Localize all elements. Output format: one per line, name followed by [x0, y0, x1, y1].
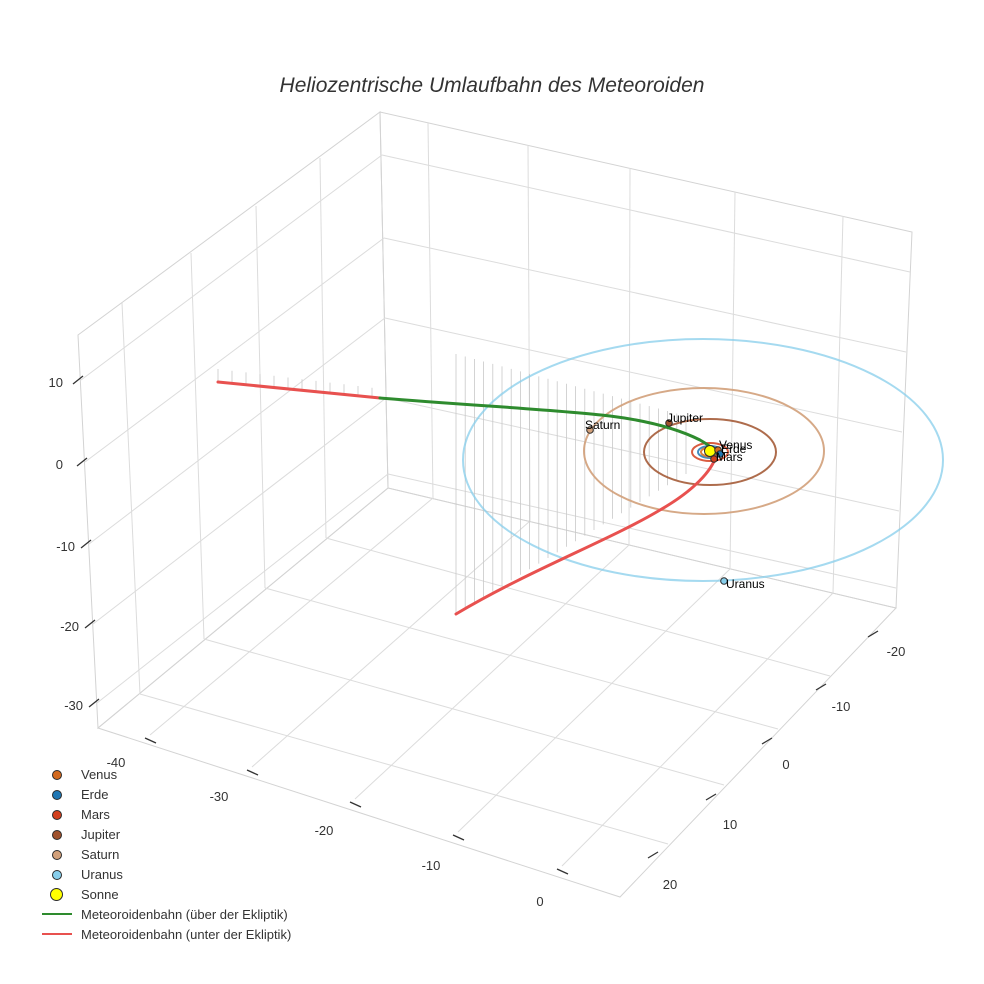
planet-label-erde: Erde — [721, 442, 747, 456]
sun-marker — [704, 445, 716, 457]
legend-item-sonne[interactable]: Sonne — [42, 884, 291, 904]
legend-item-trajectory-above[interactable]: Meteoroidenbahn (über der Ekliptik) — [42, 904, 291, 924]
x-tick-label: -30 — [210, 789, 229, 804]
legend-marker-jupiter — [52, 830, 62, 840]
y-tick-label: 0 — [782, 757, 789, 772]
orbit-uranus — [462, 338, 944, 582]
grid-lines — [80, 122, 911, 867]
planet-labels: Jupiter Saturn Venus Erde Mars Uranus — [585, 411, 765, 591]
legend-label-trajectory-above: Meteoroidenbahn (über der Ekliptik) — [81, 906, 288, 922]
legend-marker-mars — [52, 810, 62, 820]
legend-marker-erde — [52, 790, 62, 800]
planet-label-uranus: Uranus — [726, 577, 765, 591]
chart-title: Heliozentrische Umlaufbahn des Meteoroid… — [279, 74, 705, 97]
y-tick-label: 10 — [723, 817, 737, 832]
tick-marks — [72, 375, 879, 875]
legend-label-erde: Erde — [81, 786, 109, 802]
planet-marker-uranus — [720, 577, 728, 585]
legend-item-saturn[interactable]: Saturn — [42, 844, 291, 864]
drop-lines — [217, 354, 687, 614]
legend-label-sonne: Sonne — [81, 886, 119, 902]
legend: Venus Erde Mars Jupiter Saturn Uranus So… — [42, 764, 291, 944]
planet-label-jupiter: Jupiter — [667, 411, 703, 425]
legend-item-uranus[interactable]: Uranus — [42, 864, 291, 884]
x-tick-label: -10 — [422, 858, 441, 873]
z-tick-labels: 10 0 -10 -20 -30 — [49, 375, 83, 713]
planet-marker-erde — [716, 450, 724, 458]
y-tick-label: -10 — [832, 699, 851, 714]
legend-item-erde[interactable]: Erde — [42, 784, 291, 804]
legend-label-trajectory-below: Meteoroidenbahn (unter der Ekliptik) — [81, 926, 292, 942]
legend-item-venus[interactable]: Venus — [42, 764, 291, 784]
legend-line-below — [42, 933, 72, 935]
z-tick-label: 0 — [56, 457, 63, 472]
y-tick-labels: 20 10 0 -10 -20 — [663, 644, 906, 892]
meteoroid-trajectory — [216, 380, 718, 616]
z-tick-label: 10 — [49, 375, 63, 390]
legend-item-jupiter[interactable]: Jupiter — [42, 824, 291, 844]
planet-label-saturn: Saturn — [585, 418, 620, 432]
orbit-mars — [691, 442, 729, 462]
legend-marker-sonne — [50, 888, 63, 901]
x-tick-label: 0 — [536, 894, 543, 909]
legend-marker-uranus — [52, 870, 62, 880]
z-tick-label: -30 — [64, 698, 83, 713]
legend-label-jupiter: Jupiter — [81, 826, 121, 842]
x-tick-label: -20 — [315, 823, 334, 838]
bodies — [586, 419, 728, 585]
legend-item-mars[interactable]: Mars — [42, 804, 291, 824]
planet-label-venus: Venus — [719, 438, 752, 452]
legend-label-uranus: Uranus — [81, 866, 123, 882]
legend-label-saturn: Saturn — [81, 846, 120, 862]
z-tick-label: -10 — [56, 539, 75, 554]
legend-label-venus: Venus — [81, 766, 118, 782]
legend-marker-saturn — [52, 850, 62, 860]
z-tick-label: -20 — [60, 619, 79, 634]
orbit-saturn — [583, 387, 825, 515]
x-tick-labels: 0 -10 -20 -30 -40 — [107, 755, 544, 909]
trajectory-below-inbound — [454, 454, 718, 616]
planet-marker-saturn — [586, 426, 594, 434]
planet-orbits — [462, 338, 944, 582]
y-tick-label: -20 — [887, 644, 906, 659]
y-tick-label: 20 — [663, 877, 677, 892]
planet-marker-jupiter — [665, 419, 673, 427]
planet-marker-mars — [710, 455, 718, 463]
legend-label-mars: Mars — [81, 806, 110, 822]
legend-marker-venus — [52, 770, 62, 780]
legend-line-above — [42, 913, 72, 915]
planet-label-mars: Mars — [716, 450, 743, 464]
x-tick-label: -40 — [107, 755, 126, 770]
trajectory-below-outbound — [216, 380, 382, 400]
orbit-jupiter — [643, 418, 777, 486]
legend-item-trajectory-below[interactable]: Meteoroidenbahn (unter der Ekliptik) — [42, 924, 291, 944]
